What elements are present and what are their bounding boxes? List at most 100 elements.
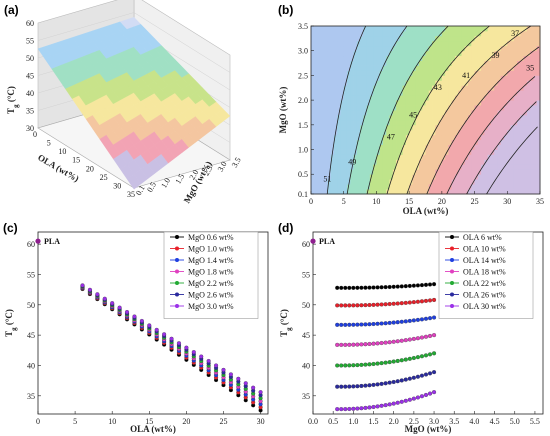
contour-fill-cell (405, 144, 410, 150)
contour-fill-cell (536, 80, 541, 86)
contour-fill-cell (412, 26, 417, 32)
contour-fill-cell (346, 95, 351, 101)
contour-fill-cell (314, 95, 318, 101)
contour-fill-cell (441, 134, 446, 141)
contour-fill-cell (487, 100, 492, 106)
contour-fill-cell (379, 159, 384, 165)
contour-fill-cell (474, 124, 479, 131)
contour-fill-cell (422, 85, 426, 91)
contour-fill-cell (405, 60, 410, 66)
contour-fill-cell (422, 55, 426, 61)
data-point (375, 361, 380, 366)
contour-fill-cell (346, 179, 351, 185)
contour-fill-cell (481, 134, 485, 141)
contour-fill-cell (333, 85, 338, 91)
contour-fill-cell (461, 184, 466, 190)
contour-fill-cell (530, 55, 534, 61)
contour-fill-cell (311, 149, 315, 155)
contour-fill-cell (399, 55, 403, 61)
contour-fill-cell (327, 144, 332, 150)
contour-fill-cell (314, 90, 318, 96)
contour-fill-cell (363, 55, 368, 61)
contour-fill-cell (346, 169, 351, 175)
contour-fill-cell (382, 26, 387, 32)
contour-fill-cell (396, 65, 400, 71)
contour-fill-cell (523, 114, 528, 121)
x-tick-label: 1.5 (369, 417, 379, 426)
contour-fill-cell (526, 179, 531, 185)
contour-fill-cell (494, 124, 498, 131)
contour-fill-cell (327, 134, 332, 141)
contour-fill-cell (471, 184, 475, 190)
contour-fill-cell (320, 114, 325, 121)
contour-fill-cell (533, 179, 538, 185)
contour-fill-cell (324, 65, 328, 71)
contour-fill-cell (520, 184, 525, 190)
contour-fill-cell (438, 169, 443, 175)
contour-fill-cell (386, 35, 390, 42)
contour-fill-cell (487, 85, 492, 91)
contour-fill-cell (373, 30, 377, 37)
z-tick-label: 50 (26, 54, 34, 63)
contour-fill-cell (477, 164, 482, 170)
contour-fill-cell (366, 35, 371, 42)
contour-fill-cell (396, 105, 400, 111)
contour-fill-cell (494, 100, 498, 106)
contour-fill-cell (415, 124, 420, 131)
contour-fill-cell (360, 40, 364, 47)
data-point (387, 340, 392, 345)
contour-fill-cell (432, 105, 436, 111)
y-tick-label: 1.5 (298, 121, 308, 130)
contour-fill-cell (320, 139, 325, 145)
contour-fill-cell (458, 164, 462, 170)
contour-fill-cell (379, 100, 384, 106)
contour-fill-cell (441, 50, 446, 57)
data-point (191, 350, 196, 355)
data-point (423, 298, 429, 303)
pla-reference-point (310, 238, 316, 244)
contour-fill-cell (454, 85, 459, 91)
contour-fill-cell (513, 159, 518, 165)
contour-fill-cell (507, 119, 511, 126)
contour-fill-cell (494, 114, 498, 121)
contour-fill-cell (451, 134, 456, 141)
contour-fill-cell (481, 50, 485, 57)
contour-fill-cell (477, 124, 482, 131)
data-point (379, 340, 384, 346)
contour-fill-cell (399, 40, 403, 47)
contour-fill-cell (517, 179, 521, 185)
contour-fill-cell (438, 105, 443, 111)
contour-fill-cell (435, 149, 439, 155)
contour-fill-cell (526, 65, 531, 71)
contour-fill-cell (526, 45, 531, 52)
contour-fill-cell (451, 174, 456, 180)
contour-fill-cell (477, 179, 482, 185)
contour-fill-cell (317, 85, 322, 91)
contour-fill-cell (487, 95, 492, 101)
contour-fill-cell (523, 30, 528, 37)
contour-fill-cell (487, 90, 492, 96)
contour-fill-cell (481, 110, 485, 116)
contour-fill-cell (490, 174, 495, 180)
contour-fill-cell (530, 139, 534, 145)
contour-fill-cell (418, 100, 423, 106)
contour-fill-cell (428, 30, 433, 37)
contour-line (446, 76, 536, 195)
contour-fill-cell (353, 129, 358, 136)
contour-fill-cell (343, 119, 348, 126)
x-tick-label: 20 (438, 197, 446, 206)
contour-fill-cell (477, 75, 482, 81)
contour-fill-cell (412, 149, 417, 155)
contour-fill-cell (382, 164, 387, 170)
data-point (367, 383, 372, 388)
contour-fill-cell (481, 45, 485, 52)
contour-fill-cell (533, 129, 538, 136)
x-tick-label: 15 (145, 417, 153, 426)
contour-fill-cell (464, 129, 469, 136)
contour-fill-cell (497, 149, 502, 155)
contour-fill-cell (428, 40, 433, 47)
contour-fill-cell (353, 55, 358, 61)
contour-fill-cell (500, 124, 505, 131)
contour-fill-cell (435, 154, 439, 160)
contour-fill-cell (497, 90, 502, 96)
